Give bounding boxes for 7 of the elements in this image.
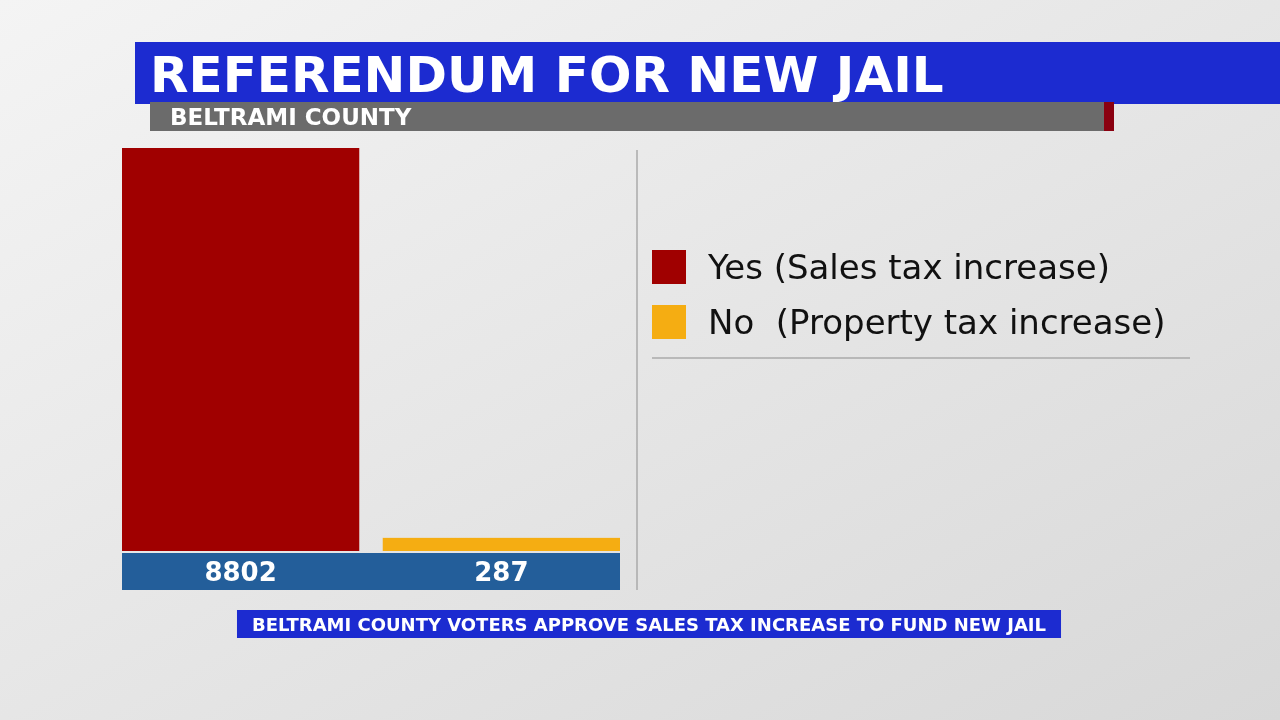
text: BELTRAMI COUNTY VOTERS APPROVE SALES TAX INCREASE TO FUND NEW JAIL	[251, 614, 1047, 635]
data-label: 8802	[204, 557, 277, 587]
data-label: 287	[474, 557, 529, 587]
chart-title: REFERENDUM FOR NEW JAIL	[150, 46, 944, 104]
chart-subtitle: BELTRAMI COUNTY	[170, 104, 412, 130]
legend-label: No (Property tax increase)	[708, 302, 1166, 342]
legend-label: Yes (Sales tax increase)	[707, 247, 1110, 287]
